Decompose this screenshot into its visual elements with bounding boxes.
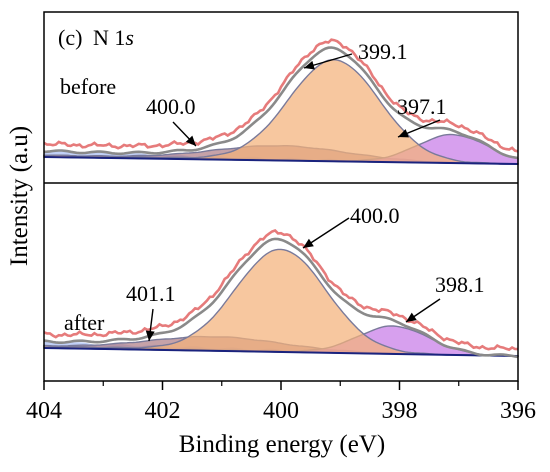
x-tick-label-398: 398 [382,398,418,424]
annotation-before-397.1-text: 397.1 [397,94,447,119]
x-tick-label-402: 402 [145,398,181,424]
panel-label-before: before [60,74,116,99]
annotation-before-400.0-text: 400.0 [146,94,196,119]
x-tick-label-400: 400 [263,398,299,424]
peak-annotations: 399.1 397.1 400.0 400.0 398.1 401.1 [126,39,485,342]
x-tick-label-396: 396 [500,398,536,424]
title-orbital: s [125,25,134,50]
x-axis-label: Binding energy (eV) [179,431,385,458]
y-axis-label: Intensity (a.u) [6,126,33,266]
annotation-after-401.1-text: 401.1 [126,281,176,306]
annotation-after-400.0-arrowhead [303,238,314,248]
baseline-before [43,156,519,165]
annotation-after-398.1-text: 398.1 [435,272,485,297]
annotation-before-399.1-text: 399.1 [358,39,408,64]
baseline-after [43,347,519,357]
title-element: N 1 [93,25,125,50]
annotation-before-399.1-arrowhead [304,60,315,70]
envelope-measured-after [43,229,519,352]
panel-before [43,38,519,165]
chart-title: N 1s [93,25,134,50]
envelope-measured-before [43,38,519,153]
envelope-fit-after [43,237,519,359]
panel-after [43,229,519,359]
envelope-fit-before [43,46,519,160]
annotation-before-400.0-arrowhead [185,135,196,146]
panel-label-after: after [64,310,105,335]
annotation-after-401.1-arrowhead [145,330,155,341]
annotation-before-397.1-arrowhead [398,129,409,138]
annotation-after-398.1-arrowhead [406,312,417,322]
x-tick-label-404: 404 [26,398,62,424]
panel-label: (c) [58,25,82,50]
x-axis-ticks: 404 402 400 398 396 [26,381,536,424]
peak-before-399.1 [43,58,519,165]
annotation-after-400.0-text: 400.0 [350,203,400,228]
